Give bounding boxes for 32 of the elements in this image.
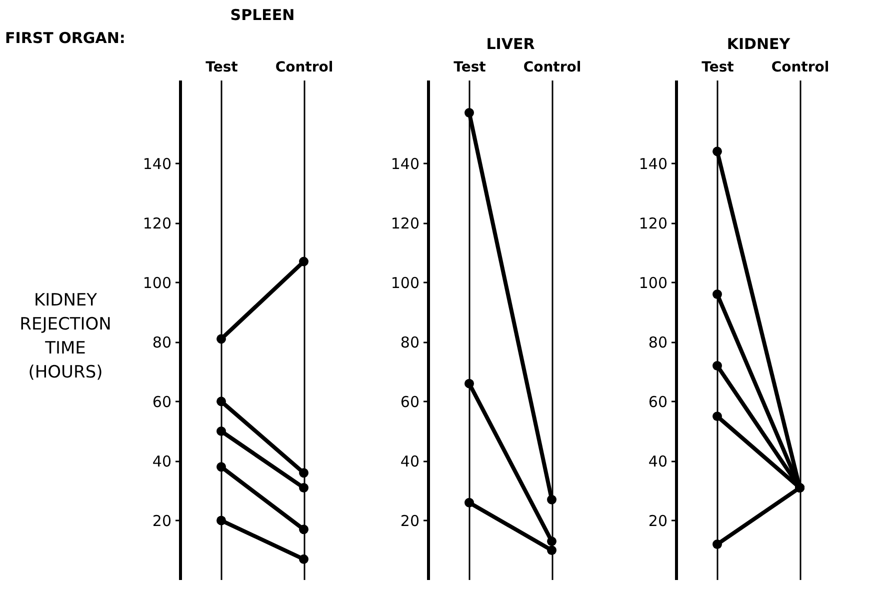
y-axis-title: KIDNEY REJECTION TIME (HOURS) <box>20 290 112 382</box>
y-tick-label: 140 <box>638 154 668 173</box>
x-tick-label: Test <box>206 60 238 76</box>
y-tick-label: 80 <box>152 333 172 352</box>
y-tick-label: 40 <box>648 452 668 470</box>
y-tick-label: 120 <box>142 214 172 232</box>
chart-title: SPLEEN <box>230 6 295 24</box>
y-tick-label: 140 <box>390 154 420 173</box>
y-tick-label: 60 <box>648 392 668 411</box>
y-tick-label: 120 <box>638 214 668 232</box>
x-tick-label: Test <box>702 60 734 76</box>
y-tick-label: 40 <box>400 452 420 470</box>
y-tick-label: 100 <box>142 274 172 292</box>
y-tick-label: 80 <box>400 333 420 352</box>
chart-title: KIDNEY <box>726 35 792 53</box>
chart-title: LIVER <box>486 35 536 53</box>
x-tick-label: Test <box>454 60 486 76</box>
y-tick-label: 100 <box>390 274 420 292</box>
y-tick-label: 20 <box>152 512 172 530</box>
x-tick-label: Control <box>523 60 582 76</box>
y-tick-label: 140 <box>142 154 172 173</box>
y-tick-label: 100 <box>638 274 668 292</box>
y-tick-label: 120 <box>390 214 420 232</box>
y-tick-label: 20 <box>400 512 420 530</box>
y-tick-label: 60 <box>400 392 420 411</box>
y-tick-label: 20 <box>648 512 668 530</box>
y-tick-label: 60 <box>152 392 172 411</box>
y-tick-label: 40 <box>152 452 172 470</box>
y-tick-label: 80 <box>648 333 668 352</box>
x-tick-label: Control <box>771 60 830 76</box>
x-tick-label: Control <box>275 60 334 76</box>
text: FIRST ORGAN: <box>5 29 126 47</box>
